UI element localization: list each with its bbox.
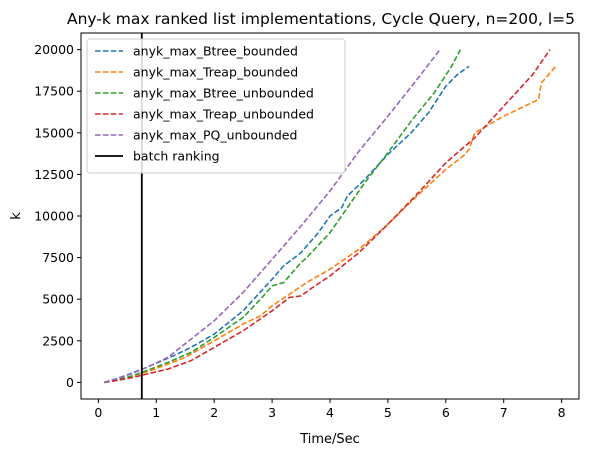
y-tick-label: 20000 xyxy=(34,42,74,57)
y-tick-label: 7500 xyxy=(42,250,74,265)
x-tick-label: 2 xyxy=(210,405,218,420)
chart-title: Any-k max ranked list implementations, C… xyxy=(67,10,575,28)
legend-label: anyk_max_Btree_unbounded xyxy=(133,86,314,101)
x-tick-label: 5 xyxy=(384,405,392,420)
y-tick-label: 2500 xyxy=(42,333,74,348)
data-layer xyxy=(103,33,557,399)
y-tick-label: 17500 xyxy=(34,84,74,99)
legend-box xyxy=(86,38,346,174)
series-line-anyk_max_Treap_bounded xyxy=(104,65,557,384)
series-line-anyk_max_Treap_unbounded xyxy=(104,49,551,384)
legend: anyk_max_Btree_bounded anyk_max_Treap_bou… xyxy=(86,38,346,174)
series-line-anyk_max_PQ_unbounded xyxy=(103,49,441,384)
legend-label: anyk_max_Treap_unbounded xyxy=(133,107,314,122)
y-tick-label: 15000 xyxy=(34,125,74,140)
y-axis-label: k xyxy=(9,212,24,220)
legend-label: anyk_max_Btree_bounded xyxy=(133,44,298,59)
axis-layer: 0 1 2 3 4 5 6 7 8 0 2500 5000 7500 10000 12500 15000 175… xyxy=(34,42,565,420)
x-tick-label: 7 xyxy=(500,405,508,420)
x-tick-label: 3 xyxy=(268,405,276,420)
series-line-anyk_max_Btree_unbounded xyxy=(104,49,462,384)
x-tick-label: 0 xyxy=(94,405,102,420)
x-tick-label: 8 xyxy=(558,405,566,420)
y-tick-label: 12500 xyxy=(34,167,74,182)
y-tick-label: 5000 xyxy=(42,292,74,307)
legend-label: anyk_max_PQ_unbounded xyxy=(133,128,297,143)
y-tick-label: 0 xyxy=(66,375,74,390)
y-tick-label: 10000 xyxy=(34,209,74,224)
x-tick-label: 4 xyxy=(326,405,334,420)
x-tick-label: 6 xyxy=(442,405,450,420)
legend-label: anyk_max_Treap_bounded xyxy=(133,65,298,80)
x-axis-label: Time/Sec xyxy=(299,432,360,447)
legend-label: batch ranking xyxy=(133,149,220,164)
x-tick-label: 1 xyxy=(152,405,160,420)
